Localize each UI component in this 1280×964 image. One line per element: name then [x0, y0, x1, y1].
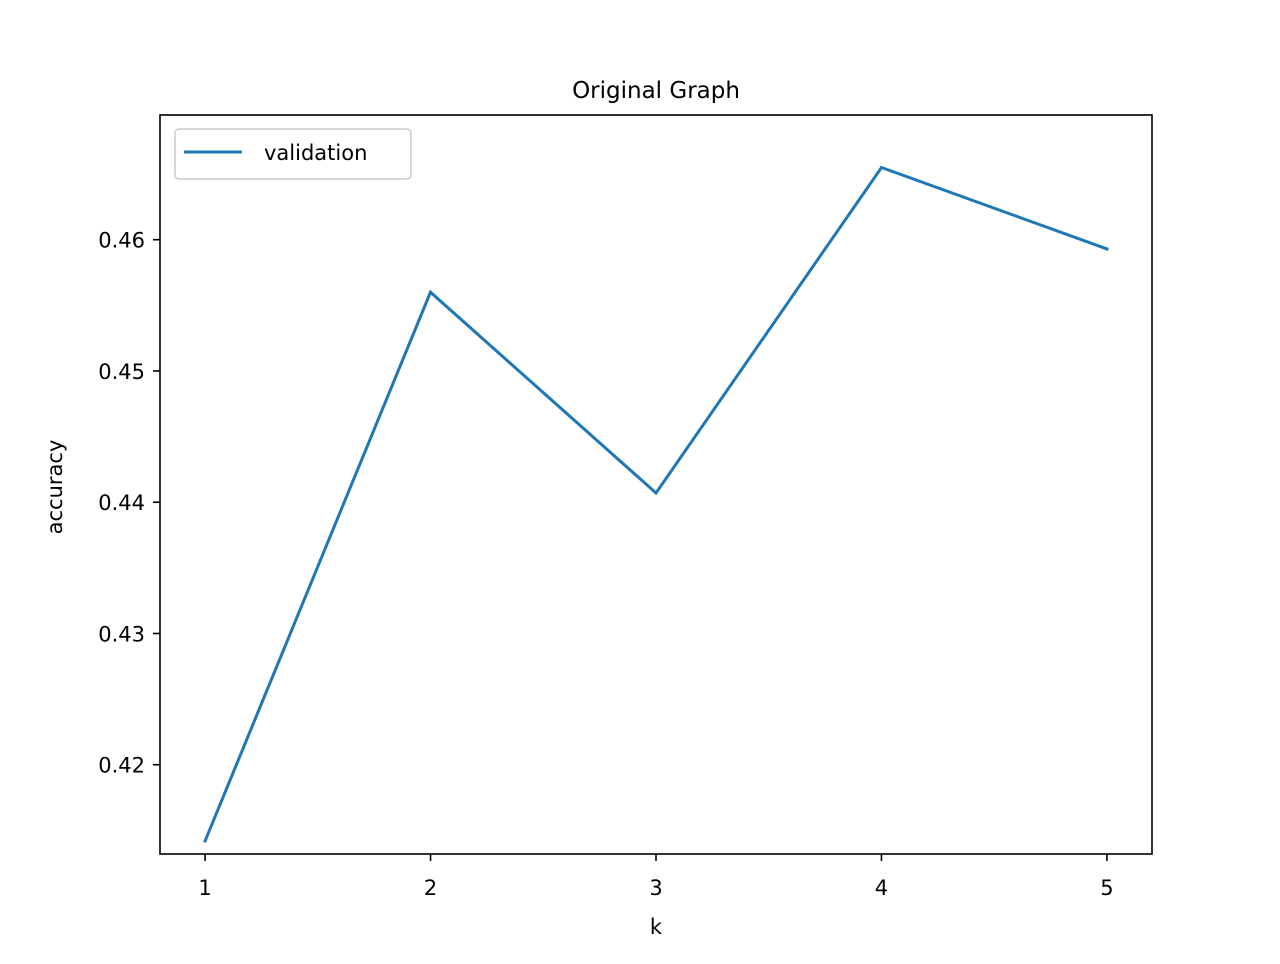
x-tick-label: 2: [424, 876, 437, 900]
x-axis-label: k: [650, 915, 663, 939]
legend-label-validation: validation: [264, 141, 367, 165]
x-tick-label: 1: [198, 876, 211, 900]
x-tick-label: 4: [875, 876, 888, 900]
x-axis-ticks: 1 2 3 4 5: [198, 854, 1114, 900]
plot-area: [203, 165, 1109, 843]
axes-frame: [159, 114, 1153, 855]
y-tick-label: 0.44: [98, 491, 145, 515]
y-axis-ticks: 0.42 0.43 0.44 0.45 0.46: [98, 229, 160, 778]
chart-title: Original Graph: [572, 78, 740, 104]
x-tick-label: 5: [1100, 876, 1113, 900]
y-axis-label: accuracy: [43, 440, 67, 535]
legend-box: [174, 128, 412, 180]
data-point: [1105, 247, 1109, 251]
data-point: [203, 839, 207, 843]
x-tick-label: 3: [649, 876, 662, 900]
y-tick-label: 0.46: [98, 229, 145, 253]
y-tick-label: 0.43: [98, 622, 145, 646]
legend: validation: [174, 128, 412, 180]
data-point: [879, 166, 883, 170]
data-point: [429, 290, 433, 294]
y-tick-label: 0.42: [98, 754, 145, 778]
data-point: [654, 491, 658, 495]
y-tick-label: 0.45: [98, 360, 145, 384]
